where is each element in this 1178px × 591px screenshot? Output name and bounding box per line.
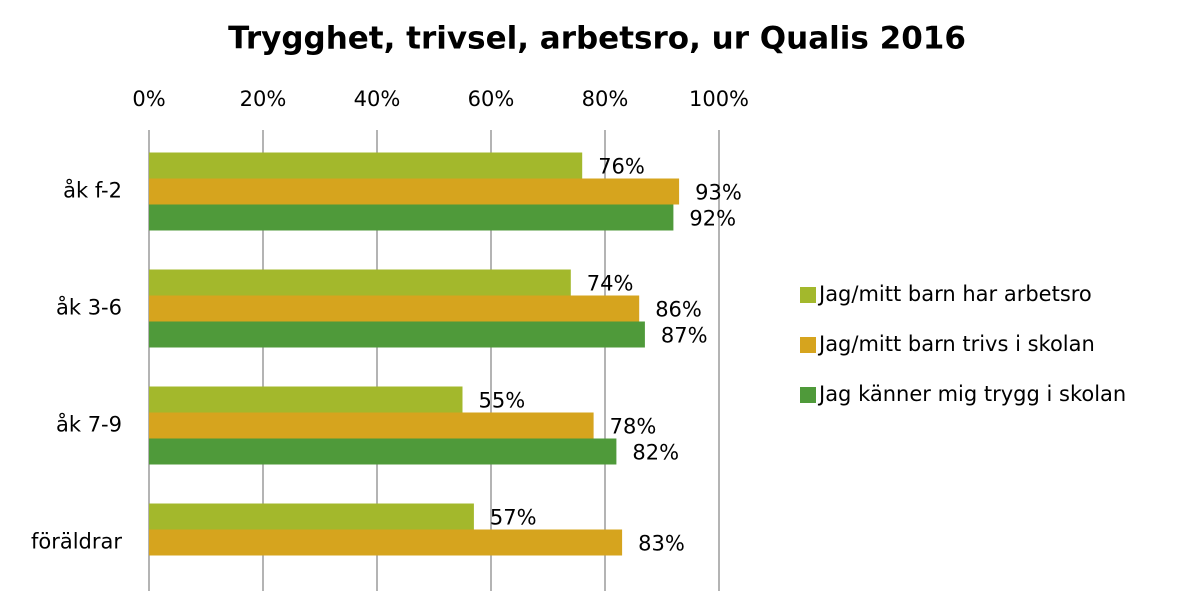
data-label: 83% [638, 532, 685, 556]
x-tick-label: 80% [582, 87, 629, 111]
data-label: 86% [655, 298, 702, 322]
bar [149, 438, 617, 465]
x-tick-label: 60% [468, 87, 515, 111]
bar [149, 386, 463, 413]
bar [149, 529, 623, 556]
data-label: 55% [479, 389, 526, 413]
legend-label: Jag/mitt barn har arbetsro [817, 282, 1092, 306]
legend-label: Jag/mitt barn trivs i skolan [817, 332, 1095, 356]
x-tick-label: 40% [354, 87, 401, 111]
data-label: 76% [598, 155, 645, 179]
x-tick-label: 100% [689, 87, 749, 111]
data-label: 57% [490, 506, 537, 530]
bar [149, 412, 594, 439]
y-tick-label: föräldrar [31, 530, 122, 554]
legend-swatch [800, 387, 816, 403]
bar [149, 152, 583, 179]
chart-title: Trygghet, trivsel, arbetsro, ur Qualis 2… [228, 21, 966, 57]
bar [149, 503, 474, 530]
y-tick-label: åk f-2 [63, 178, 122, 203]
bar [149, 178, 680, 205]
bar [149, 321, 645, 348]
data-label: 87% [661, 324, 708, 348]
legend-swatch [800, 287, 816, 303]
data-label: 74% [587, 272, 634, 296]
data-label: 78% [610, 415, 657, 439]
x-tick-label: 0% [132, 87, 165, 111]
x-tick-label: 20% [240, 87, 287, 111]
data-label: 92% [689, 207, 736, 231]
data-label: 93% [695, 181, 742, 205]
bar [149, 269, 571, 296]
y-tick-label: åk 3-6 [56, 295, 122, 320]
legend-label: Jag känner mig trygg i skolan [817, 382, 1126, 406]
data-label: 82% [632, 441, 679, 465]
legend-swatch [800, 337, 816, 353]
bar [149, 204, 674, 231]
bar [149, 295, 640, 322]
y-tick-label: åk 7-9 [56, 412, 122, 437]
